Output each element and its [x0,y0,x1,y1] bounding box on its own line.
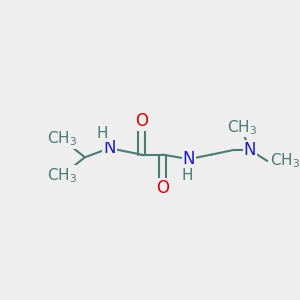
Text: CH$_3$: CH$_3$ [270,152,300,170]
Text: O: O [156,179,169,197]
Text: O: O [135,112,148,130]
Text: N: N [103,139,116,157]
Text: H: H [96,126,108,141]
Text: CH$_3$: CH$_3$ [47,130,77,148]
Text: H: H [181,168,193,183]
Text: N: N [244,141,256,159]
Text: N: N [183,150,195,168]
Text: CH$_3$: CH$_3$ [47,166,77,185]
Text: CH$_3$: CH$_3$ [227,118,257,136]
